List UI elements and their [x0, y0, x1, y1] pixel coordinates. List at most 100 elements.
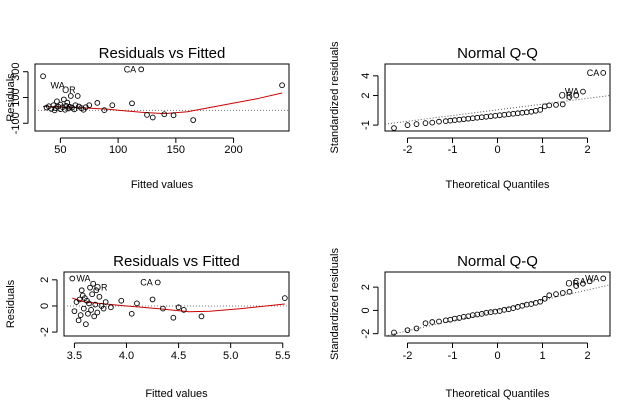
data-point — [553, 102, 559, 108]
data-point — [422, 120, 429, 126]
data-point — [149, 296, 156, 303]
chart-panel-3: Residuals vs Fitted Fitted values Residual… — [5, 253, 290, 400]
data-point — [85, 310, 91, 317]
data-point — [422, 320, 429, 327]
data-point — [170, 314, 177, 321]
data-point — [61, 96, 67, 103]
qq-reference-line — [384, 284, 611, 337]
data-point — [154, 279, 161, 286]
data-point — [180, 307, 187, 313]
data-point — [442, 118, 449, 124]
data-point — [514, 304, 521, 310]
x-tick-label: 50 — [54, 144, 66, 156]
data-point — [429, 119, 436, 126]
data-point — [92, 301, 99, 308]
point-label: WA — [585, 273, 599, 283]
data-point — [94, 309, 101, 316]
x-tick-label: 0 — [494, 144, 500, 156]
data-point — [64, 99, 71, 106]
data-point — [541, 103, 548, 110]
data-point — [528, 108, 535, 115]
data-point — [77, 312, 84, 318]
data-point — [478, 114, 485, 121]
data-point — [505, 111, 512, 118]
data-point — [93, 287, 100, 294]
chart-panel-4: Normal Q-Q Theoretical Quantiles Standardi… — [329, 248, 611, 400]
data-point — [523, 301, 530, 308]
data-point — [69, 275, 76, 282]
data-point — [138, 66, 145, 73]
point-label: OR — [62, 85, 76, 95]
data-point — [67, 93, 74, 99]
chart-panel-1: Residuals vs Fitted Fitted values Residual… — [5, 45, 290, 191]
x-tick-label: 0 — [494, 350, 500, 362]
data-point — [72, 102, 79, 109]
data-point — [429, 319, 436, 325]
data-point — [90, 280, 97, 287]
data-point — [514, 110, 521, 117]
data-point — [149, 114, 156, 121]
data-point — [40, 73, 46, 80]
point-label: OR — [566, 279, 580, 289]
data-point — [600, 275, 607, 282]
plot-frame — [34, 63, 290, 132]
data-point — [501, 306, 508, 313]
qq-reference-line — [384, 95, 611, 125]
data-point — [170, 112, 177, 119]
data-point — [175, 304, 182, 311]
x-tick-label: 150 — [167, 144, 185, 156]
data-point — [483, 113, 490, 120]
data-point — [447, 117, 454, 124]
data-point — [101, 107, 108, 113]
point-label: OR — [559, 91, 573, 101]
data-point — [566, 288, 573, 295]
point-label: CA — [140, 277, 153, 287]
data-point — [496, 308, 503, 314]
point-label: WA — [51, 80, 65, 90]
y-tick-label: 100 — [10, 88, 22, 106]
x-tick-label: 5.5 — [275, 350, 290, 362]
data-point — [391, 125, 397, 131]
data-point — [128, 310, 135, 317]
x-tick-label: 5.0 — [223, 350, 238, 362]
data-point — [75, 317, 82, 324]
y-axis-label: Standardized residuals — [329, 248, 341, 360]
data-point — [519, 302, 526, 309]
data-point — [573, 283, 580, 289]
chart-title: Residuals vs Fitted — [113, 253, 240, 270]
data-point — [451, 315, 458, 322]
y-axis-label: Residuals — [5, 73, 17, 122]
x-tick-label: -1 — [448, 144, 458, 156]
y-tick-label: -2 — [360, 329, 372, 339]
data-point — [532, 299, 539, 306]
point-label: CA — [587, 68, 600, 78]
data-point — [510, 110, 517, 117]
data-point — [71, 308, 78, 315]
data-point — [118, 297, 125, 304]
data-point — [465, 115, 472, 122]
plot-frame — [384, 63, 611, 132]
y-tick-label: 2 — [39, 277, 51, 283]
data-point — [80, 305, 87, 312]
x-tick-label: 1 — [539, 350, 545, 362]
data-point — [456, 315, 463, 321]
data-point — [73, 299, 80, 305]
data-point — [404, 327, 411, 334]
x-axis-label: Fitted values — [131, 179, 194, 191]
data-point — [279, 82, 285, 89]
point-label: WA — [565, 87, 579, 97]
data-point — [451, 117, 458, 124]
data-point — [160, 305, 166, 312]
chart-title: Residuals vs Fitted — [99, 45, 226, 62]
data-point — [391, 329, 397, 336]
data-point — [559, 290, 566, 296]
data-point — [109, 102, 116, 109]
data-point — [541, 295, 548, 302]
data-point — [600, 70, 607, 76]
data-point — [492, 112, 499, 119]
data-point — [76, 296, 83, 303]
data-point — [83, 321, 89, 328]
data-point — [460, 116, 467, 123]
data-point — [487, 113, 494, 120]
data-point — [94, 100, 101, 106]
